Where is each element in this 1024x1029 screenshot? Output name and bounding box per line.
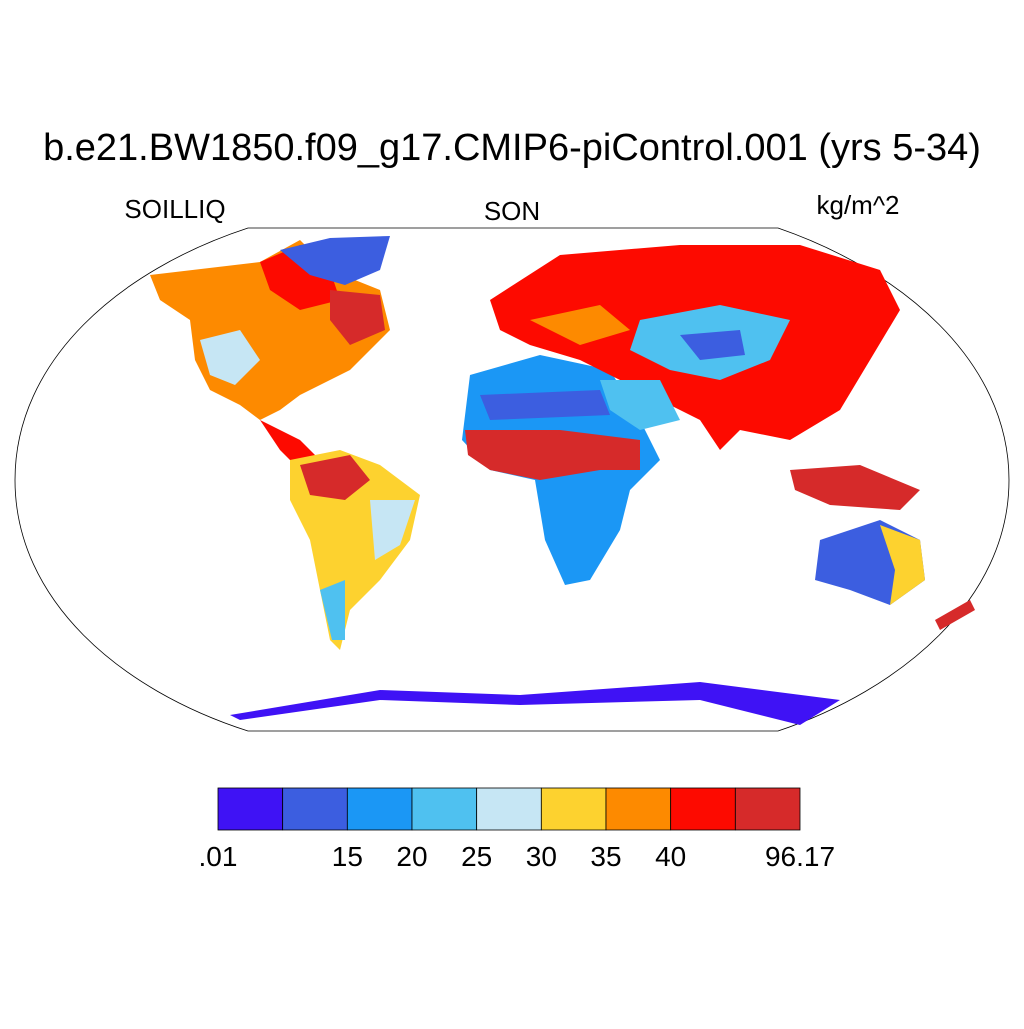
colorbar-box xyxy=(476,787,542,831)
colorbar-box xyxy=(217,787,284,831)
colorbar-label: 96.17 xyxy=(765,841,835,872)
europe xyxy=(530,305,630,345)
north-america-east xyxy=(330,290,385,345)
units-label: kg/m^2 xyxy=(816,190,899,220)
gobi xyxy=(680,330,745,360)
colorbar-box xyxy=(540,787,607,831)
season-label: SON xyxy=(484,196,540,226)
north-america-west xyxy=(200,330,260,385)
colorbar-box xyxy=(734,787,801,831)
variable-label: SOILLIQ xyxy=(124,194,225,224)
colorbar-box xyxy=(346,787,413,831)
arabia xyxy=(600,380,680,430)
patagonia xyxy=(320,580,345,640)
colorbar-box xyxy=(282,787,348,831)
amazon xyxy=(300,455,370,500)
colorbar-label: 35 xyxy=(590,841,621,872)
colorbar: .01 15 20 25 30 35 40 96.17 xyxy=(199,787,835,872)
colorbar-box xyxy=(670,787,736,831)
sahel xyxy=(465,430,640,480)
colorbar-label: 40 xyxy=(655,841,686,872)
colorbar-label: .01 xyxy=(199,841,238,872)
antarctica xyxy=(230,682,840,725)
colorbar-label: 20 xyxy=(396,841,427,872)
colorbar-box xyxy=(605,787,672,831)
colorbar-label: 30 xyxy=(526,841,557,872)
sahara xyxy=(480,390,610,420)
australia-east xyxy=(880,525,925,605)
map xyxy=(14,227,1010,732)
title: b.e21.BW1850.f09_g17.CMIP6-piControl.001… xyxy=(43,127,981,169)
colorbar-label: 25 xyxy=(461,841,492,872)
indonesia xyxy=(790,465,920,510)
brazil-east xyxy=(370,500,415,560)
greenland xyxy=(280,236,390,285)
colorbar-label: 15 xyxy=(332,841,363,872)
colorbar-box xyxy=(411,787,478,831)
new-zealand xyxy=(935,600,975,630)
north-america-wet xyxy=(260,245,340,310)
